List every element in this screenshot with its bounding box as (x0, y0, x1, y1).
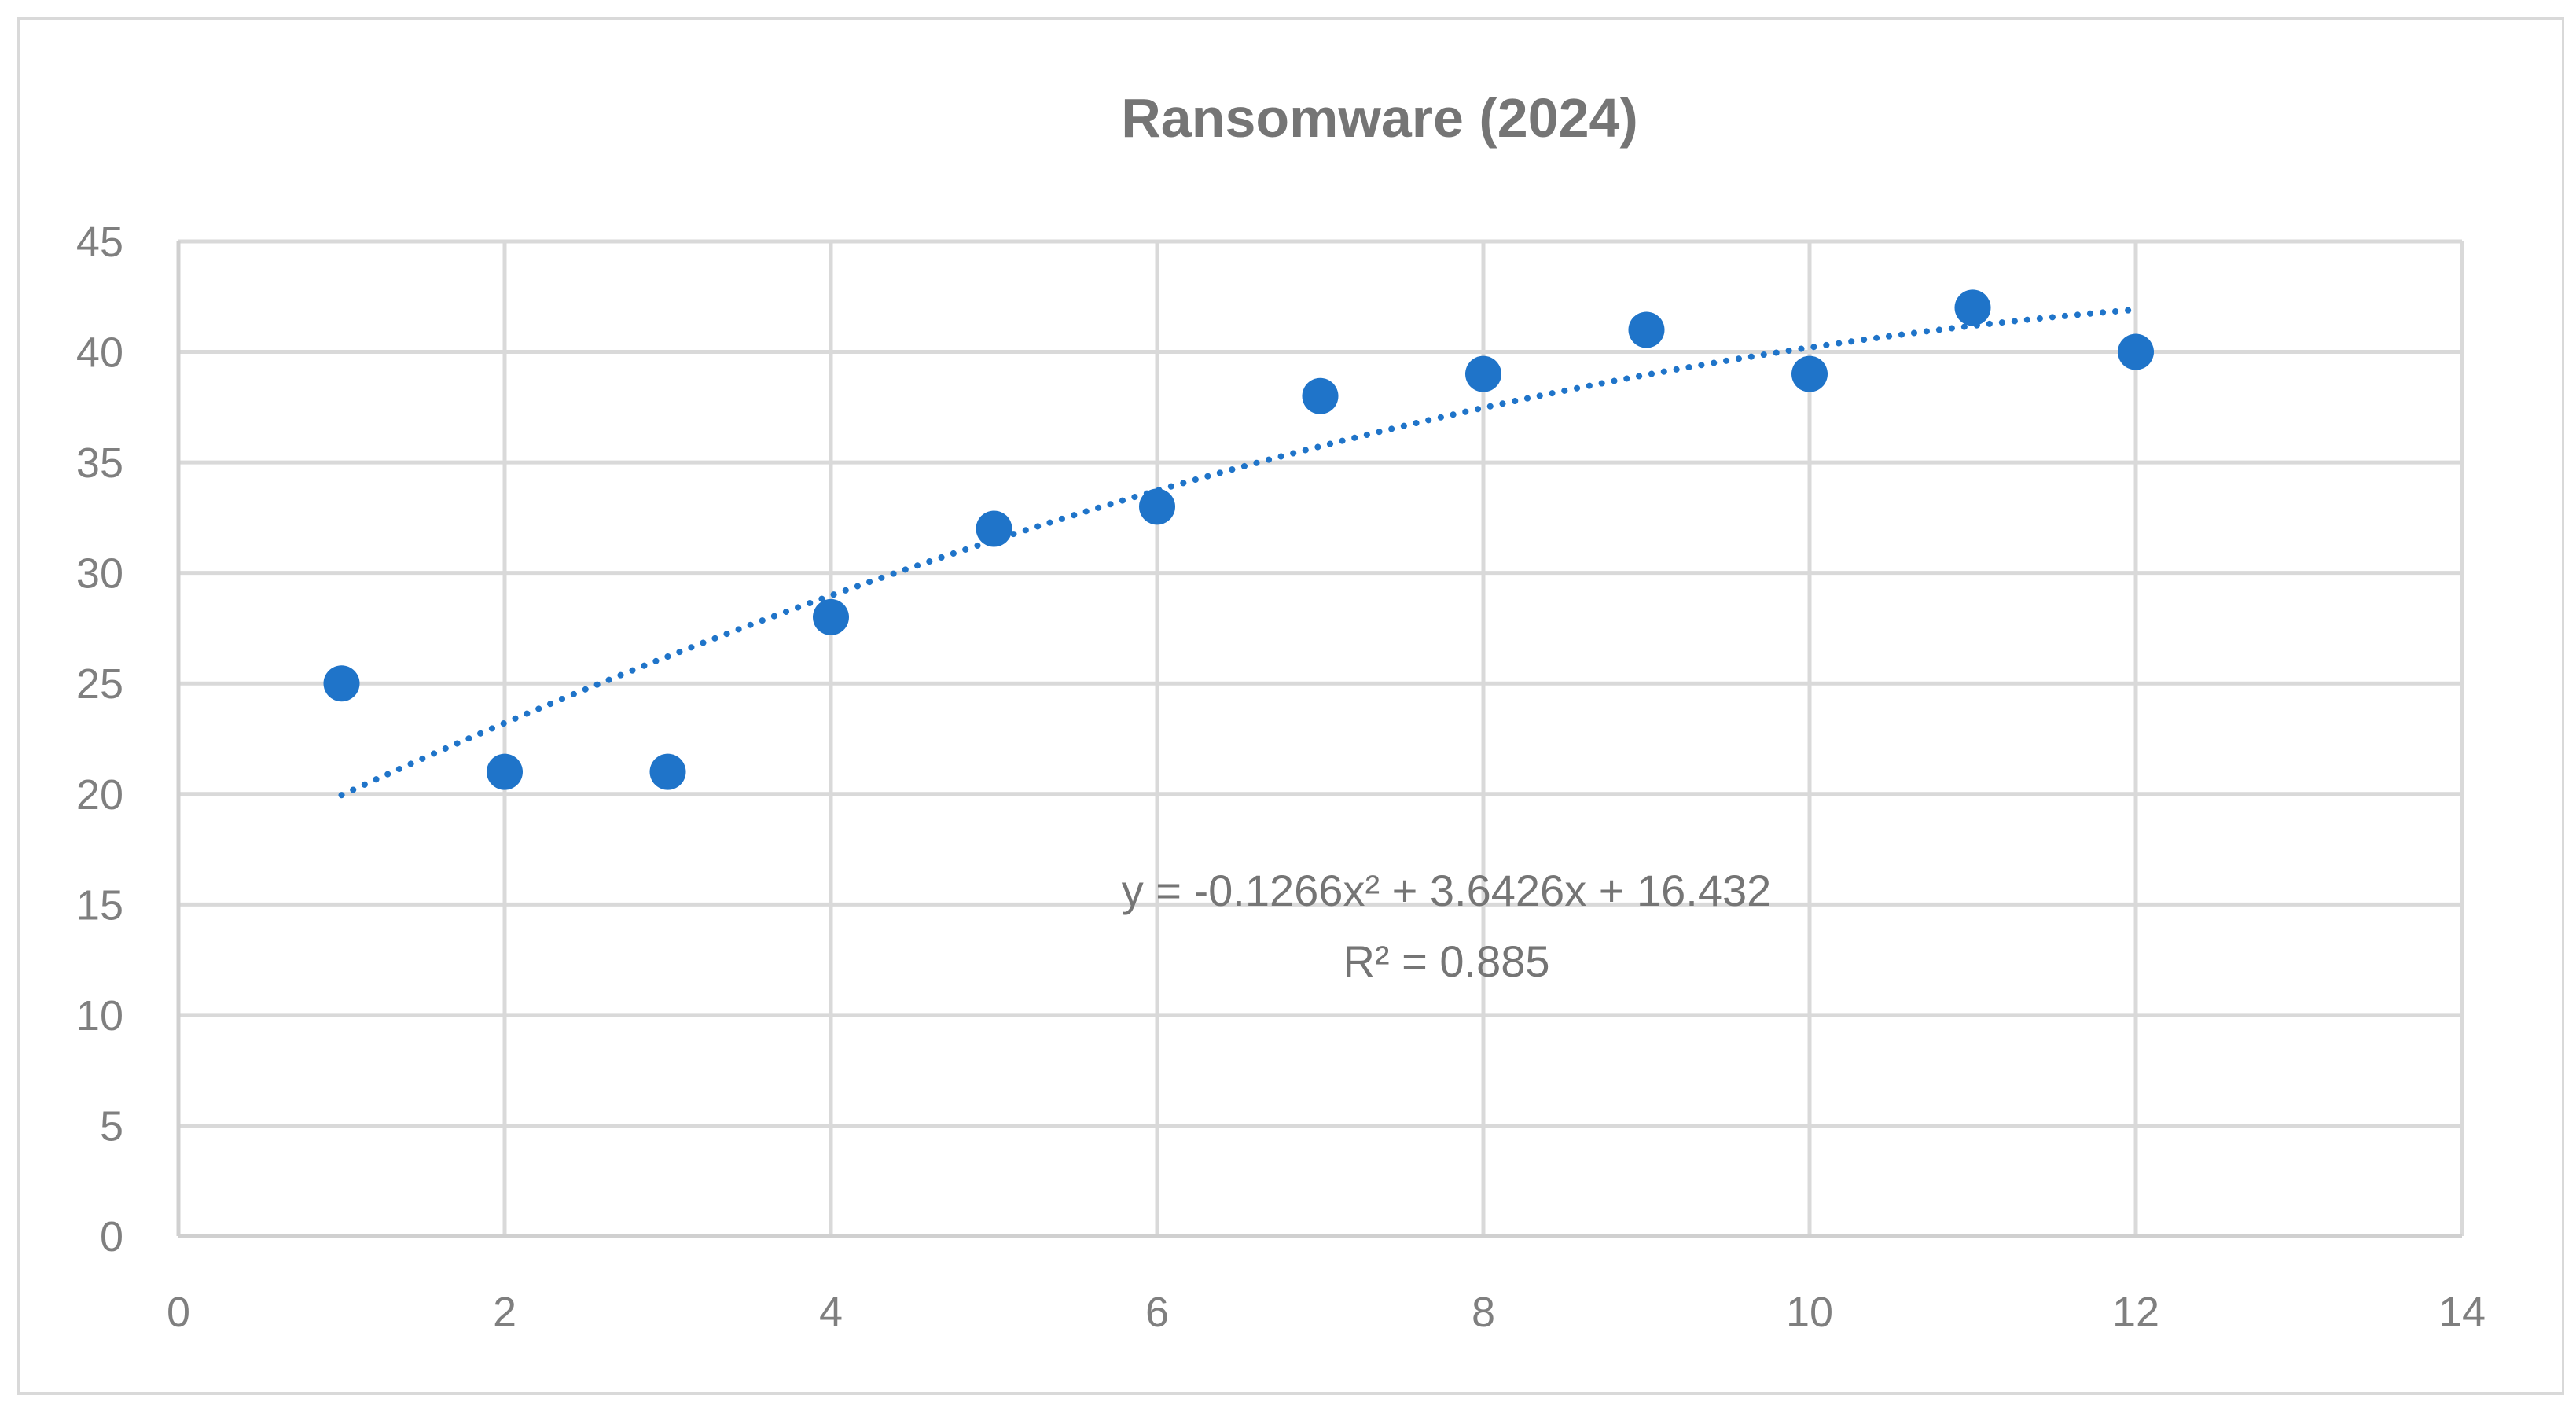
y-tick-label: 5 (100, 1102, 123, 1150)
y-tick-label: 0 (100, 1213, 123, 1260)
trendline-group (338, 306, 2139, 799)
trendline-r-squared: R² = 0.885 (1343, 936, 1549, 986)
chart-frame (17, 17, 2564, 1395)
y-tick-label: 15 (76, 881, 123, 929)
trendline (338, 306, 2139, 799)
y-tick-label: 45 (76, 219, 123, 266)
x-tick-label: 4 (819, 1289, 843, 1336)
axes (176, 241, 2462, 1238)
data-point (1139, 488, 1175, 525)
data-point (1791, 355, 1828, 392)
x-tick-label: 10 (1786, 1289, 1833, 1336)
data-points (323, 289, 2154, 790)
y-tick-labels: 0 5 10 15 20 25 30 35 40 45 (76, 219, 123, 1260)
x-tick-label: 0 (167, 1289, 190, 1336)
x-tick-label: 6 (1145, 1289, 1169, 1336)
x-tick-label: 14 (2438, 1289, 2486, 1336)
x-tick-label: 8 (1472, 1289, 1495, 1336)
chart-title: Ransomware (2024) (1121, 87, 1638, 149)
data-point (323, 665, 360, 702)
data-point (1465, 355, 1501, 392)
y-tick-label: 25 (76, 660, 123, 708)
y-tick-label: 40 (76, 329, 123, 377)
data-point (487, 753, 523, 790)
data-point (2118, 333, 2154, 370)
y-tick-label: 35 (76, 440, 123, 487)
y-tick-label: 10 (76, 992, 123, 1039)
data-point (1628, 311, 1665, 348)
x-tick-labels: 0 2 4 6 8 10 12 14 (167, 1289, 2486, 1336)
trendline-equation: y = -0.1266x² + 3.6426x + 16.432 (1122, 866, 1772, 915)
data-point (813, 598, 849, 635)
data-point (976, 510, 1012, 547)
x-tick-label: 2 (493, 1289, 516, 1336)
y-tick-label: 20 (76, 771, 123, 819)
y-tick-label: 30 (76, 550, 123, 598)
data-point (1302, 377, 1339, 414)
trendline-label: y = -0.1266x² + 3.6426x + 16.432 R² = 0.… (1122, 866, 1772, 986)
data-point (1954, 289, 1991, 326)
data-point (649, 753, 686, 790)
gridlines (178, 239, 2464, 1236)
x-tick-label: 12 (2112, 1289, 2159, 1336)
